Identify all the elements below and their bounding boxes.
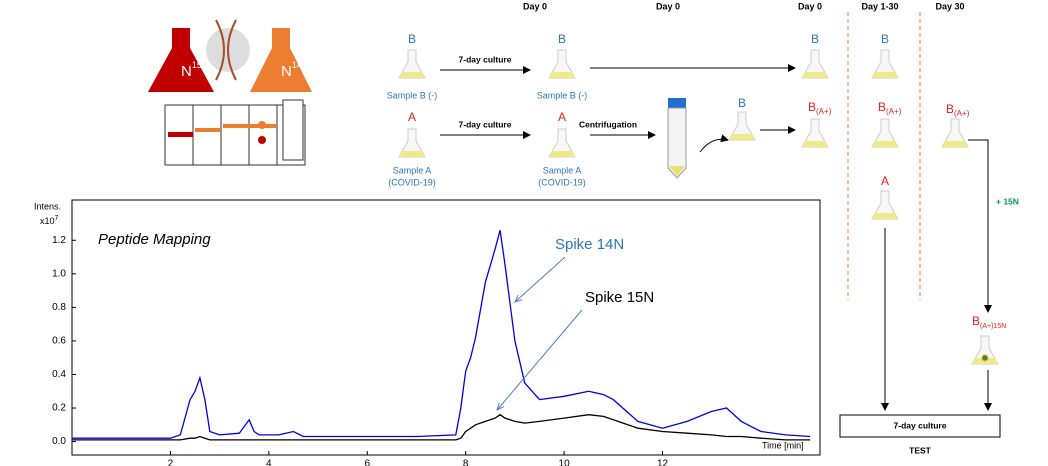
y-tick-label: 0.6 bbox=[52, 336, 66, 347]
y-tick-label: 0.0 bbox=[52, 436, 66, 447]
step: Centrifugation bbox=[579, 119, 637, 129]
caption: (COVID-19) bbox=[388, 177, 436, 187]
label-ba: B(A+) bbox=[946, 102, 970, 118]
day-header: Day 0 bbox=[523, 1, 547, 11]
test-label: TEST bbox=[909, 445, 932, 455]
day-header: Day 1-30 bbox=[861, 1, 898, 11]
step: 7-day culture bbox=[459, 119, 512, 129]
x-tick-label: 4 bbox=[266, 459, 272, 466]
flask-medium bbox=[729, 134, 755, 140]
caption: Sample A bbox=[393, 165, 432, 175]
flask-medium bbox=[872, 141, 898, 147]
day-header: Day 0 bbox=[656, 1, 680, 11]
label-ba: B(A+) bbox=[878, 100, 902, 116]
label-a: A bbox=[408, 110, 416, 124]
flask-light bbox=[250, 28, 312, 92]
trace bbox=[72, 413, 811, 441]
series-arrow bbox=[497, 309, 583, 410]
arrow bbox=[699, 134, 729, 153]
plot-frame bbox=[71, 199, 821, 456]
flask-heavy bbox=[148, 28, 214, 92]
flask-medium bbox=[802, 72, 828, 78]
flask-light-label: N14 bbox=[281, 60, 302, 80]
y-tick-label: 1.2 bbox=[52, 235, 66, 246]
x-tick-label: 12 bbox=[657, 459, 669, 466]
flask-medium bbox=[399, 151, 425, 157]
tube-cap bbox=[668, 98, 686, 108]
y-scale: x107 bbox=[40, 215, 59, 227]
step: 7-day culture bbox=[459, 54, 512, 64]
culture-box-label: 7-day culture bbox=[894, 420, 947, 430]
flask-medium bbox=[872, 72, 898, 78]
label-ba: B(A+) bbox=[808, 100, 832, 116]
label-labelled: B(A+)15N bbox=[972, 314, 1006, 330]
dna bbox=[215, 19, 237, 81]
x-tick-label: 8 bbox=[463, 459, 469, 466]
diagram: Day 0 Day 0 Day 0 Day 1-30 Day 30 B Samp… bbox=[387, 1, 1019, 455]
flask-pellet bbox=[981, 354, 989, 362]
label-b: B bbox=[738, 96, 746, 110]
caption: (COVID-19) bbox=[538, 177, 586, 187]
series-arrow bbox=[515, 256, 566, 302]
caption: Sample A bbox=[543, 165, 582, 175]
inset: N15 N14 bbox=[148, 19, 312, 166]
x-tick-label: 6 bbox=[364, 459, 370, 466]
y-tick-label: 0.8 bbox=[52, 302, 66, 313]
caption: Sample B (-) bbox=[537, 90, 588, 100]
y-label: Intens. bbox=[34, 201, 61, 211]
flask-medium bbox=[872, 213, 898, 219]
x-tick-label: 10 bbox=[559, 459, 571, 466]
day-header: Day 0 bbox=[798, 1, 822, 11]
y-tick-label: 0.2 bbox=[52, 403, 66, 414]
addition: + 15N bbox=[996, 196, 1019, 206]
label-a: A bbox=[881, 174, 889, 188]
series-label: Spike 14N bbox=[555, 236, 624, 253]
chart-title: Peptide Mapping bbox=[98, 231, 211, 248]
y-tick-label: 0.4 bbox=[52, 369, 66, 380]
x-tick-label: 2 bbox=[168, 459, 174, 466]
y-tick-label: 1.0 bbox=[52, 268, 66, 279]
label-b: B bbox=[881, 32, 889, 46]
caption: Sample B (-) bbox=[387, 90, 438, 100]
label-b: B bbox=[558, 32, 566, 46]
label-b: B bbox=[408, 32, 416, 46]
chromatogram: Intens. x107 Peptide Mapping Time [min] … bbox=[34, 199, 821, 466]
flask-medium bbox=[942, 141, 968, 147]
flask-medium bbox=[399, 72, 425, 78]
arrow bbox=[968, 139, 992, 313]
flask-heavy-label: N15 bbox=[181, 60, 202, 80]
label-a: A bbox=[558, 110, 566, 124]
flask-medium bbox=[549, 72, 575, 78]
series-label: Spike 15N bbox=[585, 289, 654, 306]
x-label: Time [min] bbox=[762, 440, 804, 450]
culture-box bbox=[839, 414, 1001, 438]
trace bbox=[72, 230, 811, 439]
flask-medium bbox=[802, 141, 828, 147]
tube bbox=[667, 107, 687, 179]
day-header: Day 30 bbox=[935, 1, 964, 11]
flask-medium bbox=[549, 151, 575, 157]
label-b: B bbox=[811, 32, 819, 46]
